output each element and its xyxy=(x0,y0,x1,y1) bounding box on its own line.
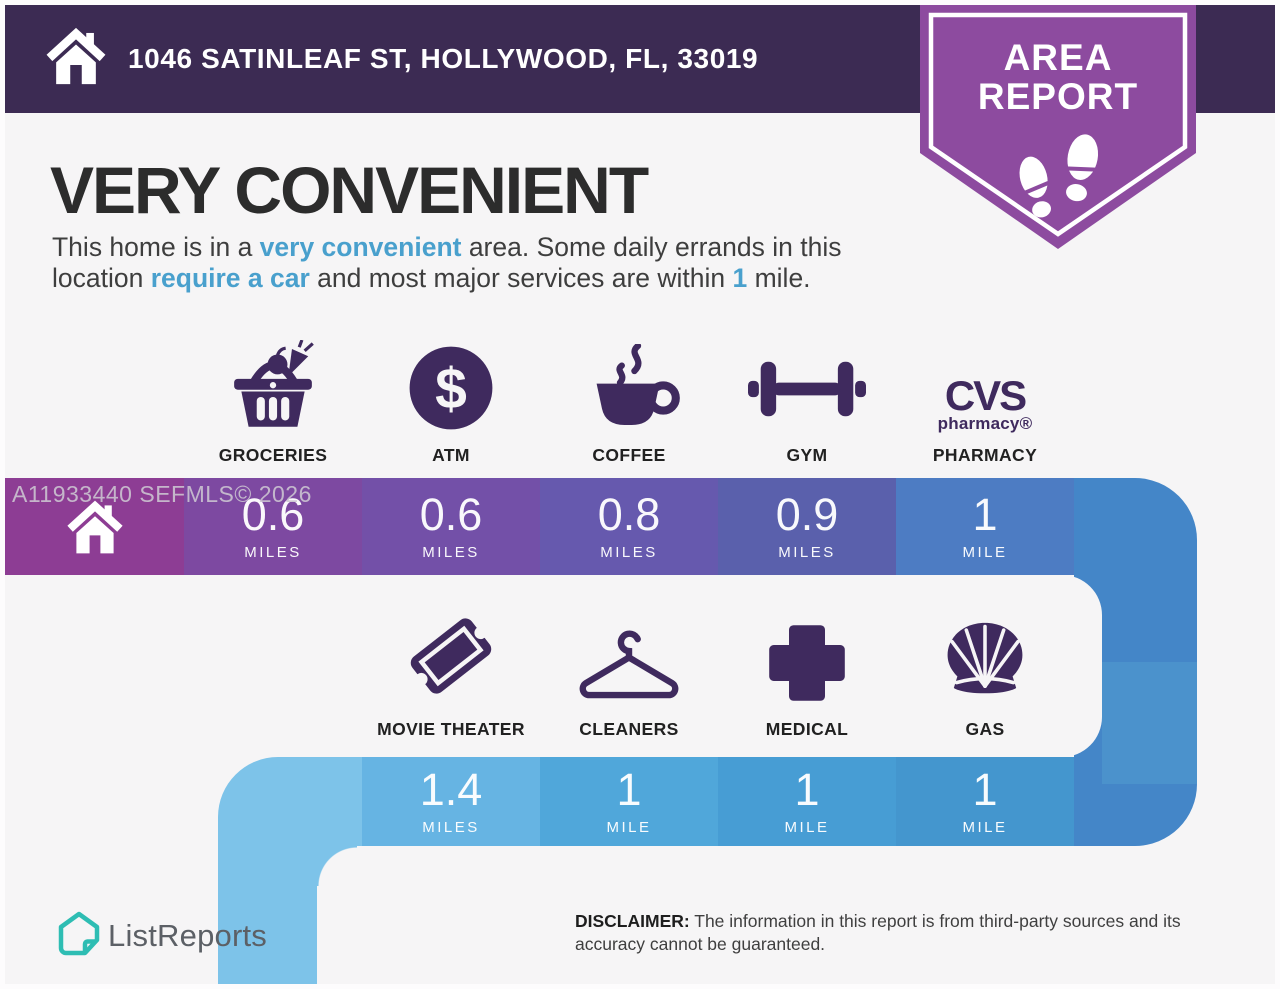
poi-pharmacy: CVS pharmacy® PHARMACY xyxy=(885,338,1085,466)
poi-label: ATM xyxy=(432,445,470,465)
distance-value: 0.9 xyxy=(775,489,839,540)
distance-value: 0.6 xyxy=(419,489,483,540)
poi-label: COFFEE xyxy=(592,445,666,465)
poi-label: MEDICAL xyxy=(765,719,849,739)
poi-medical: MEDICAL xyxy=(707,612,907,740)
summary-pre: This home is in a xyxy=(52,232,260,262)
route-connector-right-lower xyxy=(1102,662,1197,784)
distance-cell-coffee: 0.8 MILES xyxy=(540,478,718,575)
summary-highlight-3: 1 xyxy=(732,263,748,293)
home-icon xyxy=(66,500,123,553)
medical-cross-icon xyxy=(707,612,907,708)
distance-value: 0.6 xyxy=(241,489,305,540)
badge-title: AREA REPORT xyxy=(918,37,1198,117)
summary-highlight-2: require a car xyxy=(150,263,310,293)
distance-value: 1 xyxy=(972,489,998,540)
distance-cell-movie-theater: 1.4 MILES xyxy=(362,757,540,846)
atm-dollar-icon: $ xyxy=(351,338,551,434)
route-home-cell xyxy=(5,478,184,575)
poi-label: MOVIE THEATER xyxy=(377,719,525,739)
shell-gas-icon xyxy=(885,612,1085,708)
distance-cell-medical: 1 MILE xyxy=(718,757,896,846)
poi-label: GROCERIES xyxy=(218,445,328,465)
poi-coffee: COFFEE xyxy=(529,338,729,466)
distance-unit: MILES xyxy=(422,544,480,561)
poi-gym: GYM xyxy=(707,338,907,466)
badge-line1: AREA xyxy=(1003,37,1113,78)
poi-gas: GAS xyxy=(885,612,1085,740)
distance-cell-atm: 0.6 MILES xyxy=(362,478,540,575)
distance-unit: MILE xyxy=(962,544,1008,561)
page-title: VERY CONVENIENT xyxy=(50,153,649,227)
route-band2-left-turn xyxy=(218,757,362,846)
distance-cell-gym: 0.9 MILES xyxy=(718,478,896,575)
gym-dumbbell-icon xyxy=(707,338,907,434)
distance-unit: MILE xyxy=(606,819,652,836)
cvs-pharmacy-text: pharmacy® xyxy=(937,414,1033,433)
cvs-wordmark: CVS xyxy=(944,372,1027,420)
distance-unit: MILES xyxy=(244,544,302,561)
poi-label: GYM xyxy=(786,445,828,465)
disclaimer-body: The information in this report is from t… xyxy=(575,911,1181,955)
distance-cell-cleaners: 1 MILE xyxy=(540,757,718,846)
distance-value: 0.8 xyxy=(597,489,661,540)
summary-mid1: area. Some daily errands in this locatio… xyxy=(52,232,842,293)
distance-unit: MILE xyxy=(784,819,830,836)
cvs-pharmacy-logo: CVS pharmacy® xyxy=(885,338,1085,434)
distance-cell-gas: 1 MILE xyxy=(896,757,1074,846)
listreports-logo xyxy=(56,911,102,961)
distance-value: 1 xyxy=(794,764,820,815)
distance-value: 1 xyxy=(972,764,998,815)
poi-groceries: GROCERIES xyxy=(173,338,373,466)
summary-paragraph: This home is in a very convenient area. … xyxy=(52,232,932,294)
poi-label: CLEANERS xyxy=(579,719,679,739)
distance-unit: MILES xyxy=(600,544,658,561)
summary-highlight-1: very convenient xyxy=(259,232,462,262)
mls-watermark: A11933440 SEFMLS© 2026 xyxy=(12,481,312,507)
route-bottom-strip xyxy=(218,846,317,984)
hanger-icon xyxy=(529,612,729,708)
distance-unit: MILE xyxy=(962,819,1008,836)
poi-label: GAS xyxy=(965,719,1005,739)
distance-unit: MILES xyxy=(778,544,836,561)
property-address: 1046 SATINLEAF ST, HOLLYWOOD, FL, 33019 xyxy=(128,43,759,74)
poi-atm: $ ATM xyxy=(351,338,551,466)
listreports-brand-text: ListReports xyxy=(108,918,267,953)
footprints-icon xyxy=(1019,134,1099,218)
poi-movie-theater: MOVIE THEATER xyxy=(351,612,551,740)
distance-unit: MILES xyxy=(422,819,480,836)
disclaimer-text: DISCLAIMER: The information in this repo… xyxy=(575,910,1243,957)
distance-value: 1 xyxy=(616,764,642,815)
coffee-cup-icon xyxy=(529,338,729,434)
home-icon xyxy=(44,24,108,88)
distance-cell-pharmacy: 1 MILE xyxy=(896,478,1074,575)
badge-line2: REPORT xyxy=(977,75,1139,117)
summary-mid2: and most major services are within xyxy=(309,263,733,293)
disclaimer-label: DISCLAIMER: xyxy=(575,911,690,931)
summary-post: mile. xyxy=(747,263,811,293)
poi-cleaners: CLEANERS xyxy=(529,612,729,740)
groceries-basket-icon xyxy=(173,338,373,434)
poi-label: PHARMACY xyxy=(932,445,1038,465)
svg-text:$: $ xyxy=(435,357,467,421)
distance-value: 1.4 xyxy=(419,764,483,815)
area-report-badge: AREA REPORT xyxy=(918,5,1198,257)
route-bottom-strip-fillet xyxy=(317,846,357,886)
distance-cell-groceries: 0.6 MILES xyxy=(184,478,362,575)
movie-ticket-icon xyxy=(351,612,551,708)
